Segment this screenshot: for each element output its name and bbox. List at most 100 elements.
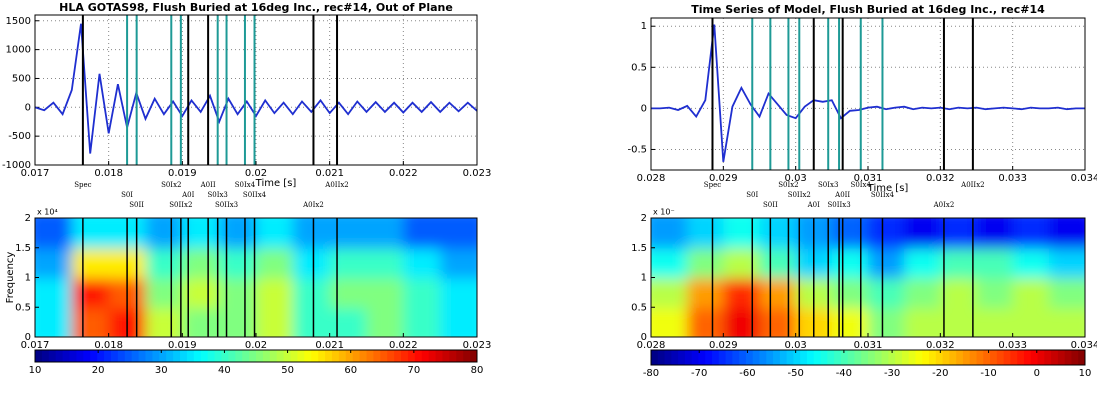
y-tick-label: 2 <box>641 213 647 224</box>
marker-label: A0I <box>181 191 195 199</box>
marker-label: S0IIx4 <box>243 191 267 199</box>
heatmap-cell <box>1012 277 1050 309</box>
colorbar-step <box>678 350 686 365</box>
marker-label: A0II <box>834 191 850 199</box>
x-tick-label: 0.031 <box>854 340 883 351</box>
marker-label: S0II <box>763 201 778 209</box>
marker-label: S0Ix4 <box>851 181 872 189</box>
heatmap-cell <box>219 218 257 249</box>
heatmap-cell <box>329 277 368 309</box>
colorbar-step <box>698 350 706 365</box>
colorbar-step <box>35 350 43 362</box>
heatmap-blur <box>651 218 1085 337</box>
colorbar-step <box>235 350 243 362</box>
colorbar-step <box>1044 350 1052 365</box>
colorbar-step <box>456 350 464 362</box>
colorbar-step <box>868 350 876 365</box>
colorbar-step <box>269 350 278 362</box>
colorbar-step <box>407 350 416 362</box>
heatmap-cell <box>940 247 978 279</box>
heatmap-cell <box>35 307 73 337</box>
heatmap-cell <box>292 218 331 249</box>
x-tick-label: 0.022 <box>389 340 418 351</box>
x-axis-label: Time [s] <box>867 183 909 194</box>
marker-label: S0Ix2 <box>778 181 798 189</box>
y-tick-label: 1 <box>25 273 31 284</box>
heatmap-cell <box>35 218 73 249</box>
colorbar-step <box>718 350 727 365</box>
marker-label: A0II <box>200 181 216 189</box>
heatmap-cell <box>868 277 906 309</box>
colorbar-step <box>847 350 855 365</box>
heatmap-cell <box>904 247 942 279</box>
heatmap-cell <box>35 247 73 279</box>
marker-label: A0IIx2 <box>324 181 348 189</box>
colorbar-step <box>470 350 478 362</box>
x-tick-label: 0.02 <box>245 340 267 351</box>
colorbar-tick-label: -70 <box>691 368 707 379</box>
colorbar-step <box>131 350 140 362</box>
colorbar-step <box>242 350 250 362</box>
marker-label: Spec <box>704 181 721 189</box>
y-tick-label: 0 <box>25 332 31 343</box>
colorbar-step <box>949 350 957 365</box>
colorbar-step <box>200 350 209 362</box>
colorbar-tick-label: 50 <box>281 365 294 376</box>
plot-frame <box>34 14 478 166</box>
colorbar-step <box>840 350 849 365</box>
heatmap-cell <box>440 277 477 309</box>
colorbar-step <box>908 350 916 365</box>
colorbar-step <box>881 350 889 365</box>
heatmap-cell <box>71 277 110 309</box>
heatmap-cell <box>256 277 294 309</box>
heatmap-cell <box>687 247 725 279</box>
x-tick-label: 0.018 <box>94 168 123 179</box>
heatmap-cell <box>1048 218 1085 249</box>
x-tick-label: 0.023 <box>463 168 492 179</box>
heatmap-cell <box>71 218 110 249</box>
x-tick-label: 0.033 <box>998 340 1027 351</box>
colorbar-tick-label: 60 <box>344 365 357 376</box>
colorbar-step <box>414 350 423 362</box>
heatmap-blur <box>35 218 477 337</box>
colorbar-step <box>76 350 84 362</box>
heatmap-cell <box>256 218 294 249</box>
colorbar-step <box>861 350 869 365</box>
x-tick-label: 0.029 <box>709 173 738 184</box>
colorbar-step <box>1078 350 1086 365</box>
y-tick-label: 0.5 <box>631 62 647 73</box>
heatmap-cell <box>1048 307 1085 337</box>
heatmap-cell <box>1048 247 1085 279</box>
y-tick-label: 0.5 <box>15 302 31 313</box>
heatmap-cell <box>1048 277 1085 309</box>
colorbar-step <box>854 350 862 365</box>
colorbar-tick-label: 70 <box>407 365 420 376</box>
colorbar-step <box>55 350 64 362</box>
colorbar-step <box>180 350 188 362</box>
heatmap-cell <box>403 277 442 309</box>
y-tick-label: 1.5 <box>15 243 31 254</box>
heatmap-cell <box>219 307 257 337</box>
heatmap-cell <box>651 218 689 249</box>
colorbar-tick-label: 40 <box>218 365 231 376</box>
heatmap-cell <box>723 218 761 249</box>
heatmap-cell <box>723 307 761 337</box>
marker-label: S0I <box>746 191 758 199</box>
colorbar-tick-label: -50 <box>787 368 803 379</box>
colorbar-step <box>786 350 794 365</box>
colorbar-step <box>193 350 202 362</box>
heatmap-cell <box>723 247 761 279</box>
colorbar-step <box>712 350 720 365</box>
colorbar-step <box>1017 350 1025 365</box>
heatmap-cell <box>687 307 725 337</box>
colorbar-step <box>1030 350 1039 365</box>
colorbar-step <box>325 350 333 362</box>
y-tick-label: 1500 <box>6 16 31 27</box>
colorbar-step <box>186 350 195 362</box>
heatmap-cell <box>904 277 942 309</box>
colorbar-step <box>806 350 815 365</box>
x-tick-label: 0.022 <box>389 168 418 179</box>
marker-label: A0I <box>807 201 821 209</box>
colorbar-step <box>1003 350 1011 365</box>
